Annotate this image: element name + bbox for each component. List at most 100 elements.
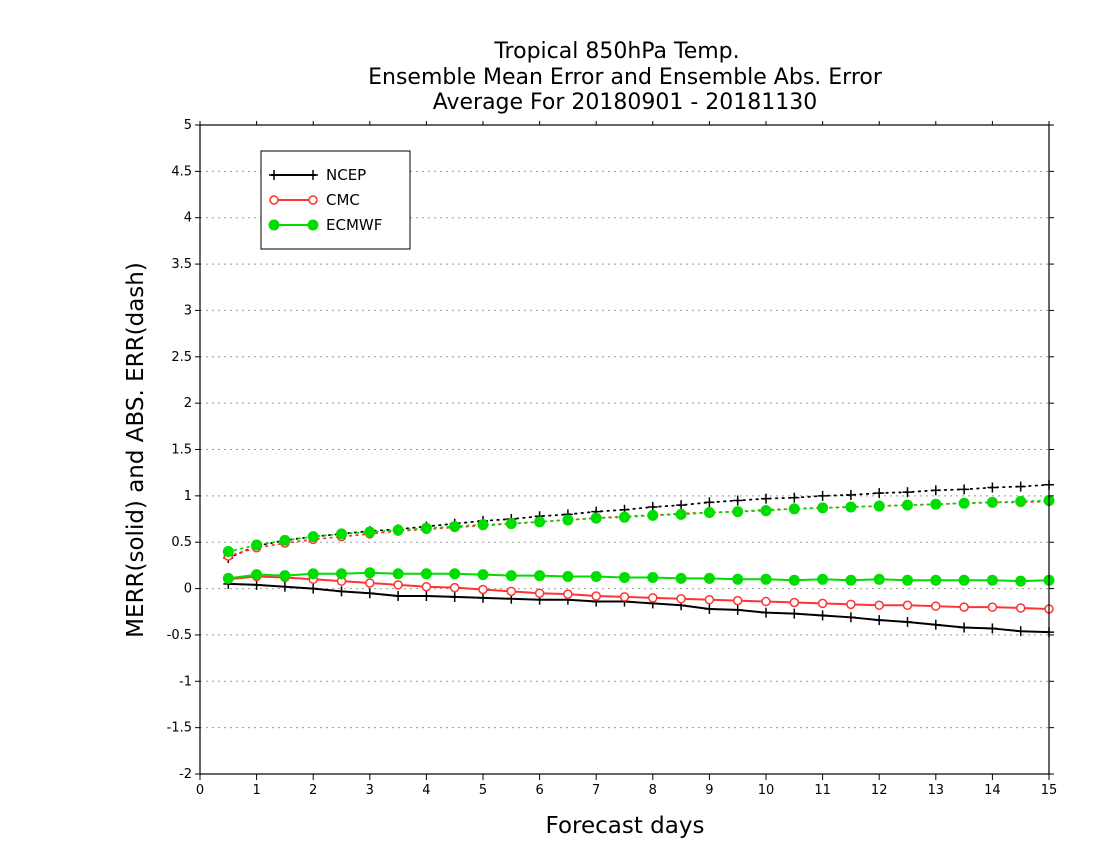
ecmwf-merr-point	[958, 574, 970, 586]
ecmwf-abs-err-point	[420, 522, 432, 534]
x-tick-label: 2	[309, 783, 317, 798]
ncep-merr-line	[228, 582, 1050, 634]
x-tick-label: 0	[196, 783, 204, 798]
ecmwf-merr-point	[703, 572, 715, 584]
ncep-abs-err-point	[789, 492, 800, 503]
ncep-abs-err-point	[676, 500, 687, 511]
title-line-1: Tropical 850hPa Temp.	[493, 39, 739, 64]
ecmwf-abs-err-point	[760, 505, 772, 517]
ncep-abs-err-point	[845, 489, 856, 500]
cmc-merr-point	[648, 593, 658, 603]
cmc-merr-point	[591, 591, 601, 601]
ecmwf-merr-point	[505, 570, 517, 582]
ncep-abs-err-point	[959, 484, 970, 495]
ecmwf-abs-err-point	[647, 509, 659, 521]
ncep-merr-point	[987, 623, 998, 634]
y-tick-label: 3	[184, 303, 192, 318]
y-tick-label: -1.5	[167, 721, 192, 736]
legend-item-ecmwf: ECMWF	[268, 216, 382, 234]
x-tick-label: 9	[705, 783, 713, 798]
ncep-abs-err-point	[987, 482, 998, 493]
x-tick-label: 3	[366, 783, 374, 798]
cmc-merr-point	[959, 602, 969, 612]
ecmwf-abs-err-point	[873, 500, 885, 512]
x-tick-label: 15	[1041, 783, 1058, 798]
ncep-merr-point	[761, 607, 771, 618]
ecmwf-merr-point	[222, 572, 234, 584]
ecmwf-abs-err-point	[562, 514, 574, 526]
cmc-merr-point	[704, 594, 715, 605]
ecmwf-merr-point	[788, 574, 800, 586]
ecmwf-merr-point	[364, 567, 376, 579]
y-tick-label: -1	[179, 674, 192, 689]
y-axis-label: MERR(solid) and ABS. ERR(dash)	[123, 262, 149, 638]
y-axis: -2 -1.5 -1 -0.5 0 0.5 1 1.5 2 2.5 3 3.5 4 4.5 5	[167, 118, 1054, 782]
ncep-abs-err-point	[761, 493, 771, 504]
ecmwf-merr-point	[930, 574, 942, 586]
ncep-merr-point	[393, 590, 404, 601]
ecmwf-abs-err-point	[703, 507, 715, 519]
y-tick-label: 2.5	[171, 350, 192, 365]
x-tick-label: 12	[871, 783, 888, 798]
ecmwf-merr-point	[477, 569, 489, 581]
ncep-merr-point	[930, 619, 941, 630]
ecmwf-abs-err-point	[534, 516, 546, 528]
x-axis-label: Forecast days	[546, 813, 705, 839]
ecmwf-abs-err-line	[227, 499, 1050, 553]
ecmwf-merr-point	[760, 573, 772, 585]
y-tick-label: 5	[184, 118, 192, 133]
grid-lines	[200, 170, 1049, 729]
ecmwf-merr-point	[1015, 575, 1027, 587]
cmc-merr-point	[449, 582, 460, 593]
y-tick-label: -2	[179, 767, 192, 782]
ncep-merr-point	[732, 604, 743, 615]
ncep-merr-point	[251, 579, 262, 590]
ecmwf-abs-err-point	[449, 520, 461, 532]
legend-ncep-right-point	[308, 170, 318, 180]
cmc-merr-point	[902, 600, 913, 611]
ecmwf-merr-point	[873, 573, 885, 585]
y-tick-label: -0.5	[167, 628, 192, 643]
chart-title: Tropical 850hPa Temp. Ensemble Mean Erro…	[368, 39, 883, 115]
series-cmc	[223, 496, 1054, 614]
ecmwf-abs-err-point	[986, 496, 998, 508]
ecmwf-merr-point	[307, 568, 319, 580]
ecmwf-abs-err-point	[619, 511, 630, 523]
cmc-merr-point	[761, 596, 771, 607]
legend-label-ncep: NCEP	[326, 166, 366, 184]
ncep-abs-err-point	[732, 495, 743, 506]
ecmwf-merr-point	[590, 571, 602, 583]
ncep-merr-point	[902, 616, 913, 627]
x-tick-label: 4	[422, 783, 430, 798]
cmc-merr-point	[563, 589, 573, 599]
series-ecmwf	[222, 494, 1055, 587]
legend-ecmwf-right-point	[307, 219, 319, 231]
title-line-3: Average For 20180901 - 20181130	[433, 90, 818, 115]
ecmwf-merr-point	[647, 571, 659, 583]
ecmwf-merr-point	[392, 568, 404, 580]
cmc-merr-point	[393, 580, 403, 590]
ecmwf-abs-err-point	[930, 498, 942, 510]
cmc-merr-point	[421, 581, 432, 592]
ecmwf-abs-err-point	[477, 519, 489, 531]
ncep-merr-point	[421, 590, 432, 601]
x-axis: 0 1 2 3 4 5 6 7 8 9 10 11 12 13 14 15	[196, 121, 1057, 798]
ecmwf-abs-err-point	[590, 512, 602, 524]
ecmwf-merr-point	[902, 574, 913, 586]
ncep-merr-point	[817, 610, 828, 621]
ncep-abs-err-point	[874, 488, 885, 499]
cmc-merr-point	[534, 588, 545, 598]
ecmwf-merr-point	[420, 568, 432, 580]
ecmwf-merr-line	[228, 571, 1050, 583]
y-tick-label: 1	[184, 489, 192, 504]
ncep-merr-point	[704, 603, 715, 614]
ecmwf-abs-err-point	[222, 545, 234, 557]
ncep-merr-point	[478, 592, 488, 603]
ecmwf-abs-err-point	[817, 502, 829, 514]
cmc-abs-err-line	[227, 500, 1050, 558]
x-tick-label: 8	[649, 783, 657, 798]
x-tick-label: 6	[535, 783, 543, 798]
ecmwf-merr-point	[845, 574, 857, 586]
legend-ecmwf-left-point	[268, 219, 280, 231]
ecmwf-abs-err-point	[505, 518, 517, 530]
